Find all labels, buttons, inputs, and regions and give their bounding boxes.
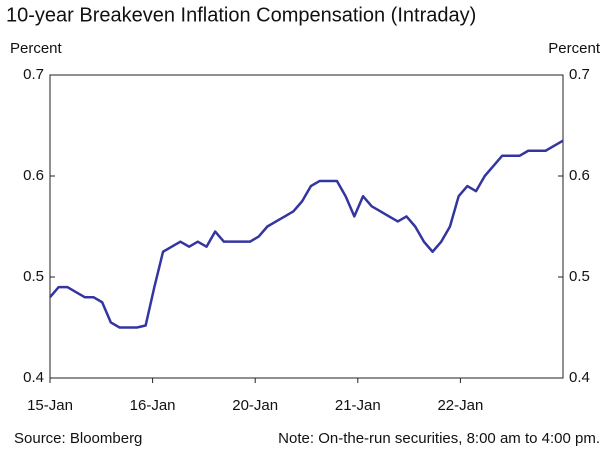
y-axis-label: Percent <box>10 40 63 57</box>
x-tick-label: 20-Jan <box>232 397 278 414</box>
chart-title: 10-year Breakeven Inflation Compensation… <box>6 4 476 26</box>
plot-frame <box>49 74 564 379</box>
y2-tick-label: 0.6 <box>569 167 590 184</box>
x-tick-label: 15-Jan <box>27 397 73 414</box>
y-tick-label: 0.7 <box>23 66 44 83</box>
y2-tick-label: 0.7 <box>569 66 590 83</box>
line-series <box>49 139 564 329</box>
y-tick-label: 0.5 <box>23 268 44 285</box>
y-tick-label: 0.6 <box>23 167 44 184</box>
x-tick-label: 16-Jan <box>130 397 176 414</box>
y2-tick-label: 0.4 <box>569 369 590 386</box>
y-tick-label: 0.4 <box>23 369 44 386</box>
x-tick-label: 21-Jan <box>335 397 381 414</box>
y2-tick-label: 0.5 <box>569 268 590 285</box>
source: Source: Bloomberg <box>14 430 142 447</box>
y2-axis-label: Percent <box>548 40 601 57</box>
x-tick-label: 22-Jan <box>437 397 483 414</box>
note: Note: On-the-run securities, 8:00 am to … <box>278 430 600 447</box>
